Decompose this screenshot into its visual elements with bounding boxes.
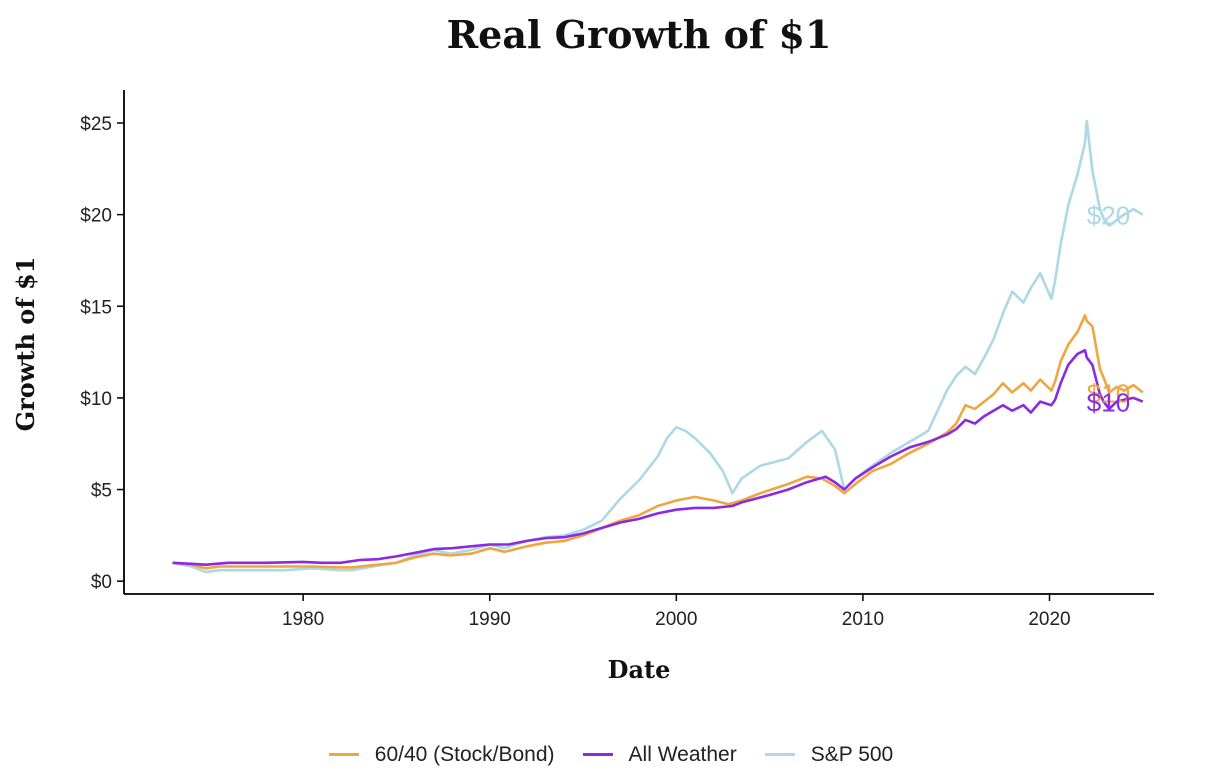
chart-title: Real Growth of $1 — [446, 12, 832, 57]
end-label-layer: $10$10 $20 — [1087, 201, 1130, 418]
y-axis-ticks: $0 $5 $10 $15 $20 $25 — [80, 114, 124, 593]
legend: 60/40 (Stock/Bond) All Weather S&P 500 — [0, 738, 1222, 767]
y-tick-label: $0 — [91, 572, 112, 593]
x-tick-label: 2010 — [842, 609, 884, 630]
series-line-2 — [172, 119, 1144, 574]
legend-item-2: S&P 500 — [764, 742, 894, 767]
series-line-0 — [172, 314, 1144, 570]
line-chart: $10$10$20 1980 1990 2000 2010 2020 $0$5$10$1… — [11, 90, 1154, 684]
y-tick-label: $10 — [80, 389, 112, 410]
series-line-1 — [172, 348, 1144, 566]
legend-label: S&P 500 — [810, 742, 894, 766]
legend-swatch — [764, 753, 795, 756]
x-tick-label: 2020 — [1028, 609, 1070, 630]
x-tick-label: 2000 — [655, 609, 697, 630]
x-tick-label: 1980 — [282, 609, 324, 630]
series-layer — [172, 119, 1144, 574]
legend-swatch — [582, 753, 613, 756]
legend-swatch — [328, 753, 359, 756]
end-label-0: $10 — [1087, 378, 1130, 408]
y-tick-label: $20 — [80, 206, 112, 227]
y-tick-label: $5 — [91, 481, 112, 502]
y-tick-label: $25 — [80, 114, 112, 135]
legend-label: 60/40 (Stock/Bond) — [374, 742, 555, 766]
legend-item-1: All Weather — [582, 742, 737, 767]
legend-label: All Weather — [628, 742, 737, 766]
end-label-1: $10 — [1087, 388, 1130, 418]
y-tick-label: $15 — [80, 297, 112, 318]
x-tick-label: 1990 — [469, 609, 511, 630]
legend-item-0: 60/40 (Stock/Bond) — [328, 742, 555, 767]
y-axis-title: Growth of $1 — [11, 257, 40, 432]
x-axis-title: Date — [608, 655, 671, 684]
x-axis-ticks: 1980 1990 2000 2010 2020 — [282, 594, 1071, 630]
end-label-2: $20 — [1087, 201, 1130, 231]
